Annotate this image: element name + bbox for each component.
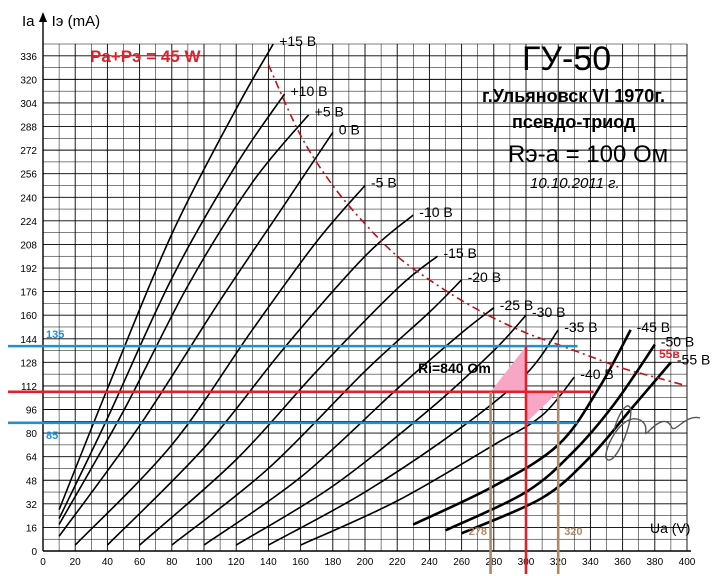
y-tick-label: 144 [20,335,37,346]
y-tick-label: 64 [26,453,38,464]
series-line [300,376,575,546]
y-tick-label: 256 [20,170,37,181]
x-tick-label: 40 [102,557,114,568]
y-tick-label: 304 [20,99,37,110]
series-label: -15 В [443,245,476,261]
horizontal-marker-label: 85 [46,430,58,442]
power-curve [267,64,688,387]
y-tick-label: 176 [20,288,37,299]
y-tick-label: 288 [20,123,37,134]
series-label: -40 В [580,366,613,382]
date-line: 10.10.2011 г. [530,175,620,192]
series-line [58,131,334,537]
ri-triangle-lower [526,391,559,423]
x-tick-label: 260 [453,557,470,568]
x-tick-label: 100 [196,557,213,568]
x-tick-label: 200 [357,557,374,568]
y-tick-label: 272 [20,146,37,157]
x-tick-label: 140 [260,557,277,568]
y-tick-label: 336 [20,52,37,63]
mode-line: псевдо-триод [512,112,636,132]
y-tick-label: 96 [26,406,38,417]
series-label: +10 В [291,83,328,99]
series-label: -50 В [661,334,694,350]
series-label: +5 В [315,104,344,120]
x-tick-label: 380 [646,557,663,568]
series-label: -30 В [532,304,565,320]
x-tick-label: 180 [324,557,341,568]
series-label: -25 В [500,297,533,313]
x-tick-label: 340 [582,557,599,568]
vertical-marker-label: 278 [469,526,487,538]
series-line [74,184,366,546]
series-label: -10 В [419,204,452,220]
y-tick-label: 208 [20,240,37,251]
y-tick-label: 16 [26,523,38,534]
y-tick-label: 112 [21,382,37,393]
x-tick-label: 80 [166,557,178,568]
y-tick-label: 128 [20,358,37,369]
x-tick-label: 60 [134,557,146,568]
grid [42,43,688,552]
y-tick-label: 224 [20,217,37,228]
x-tick-label: 280 [485,557,502,568]
series-line [58,43,274,511]
series-line [203,307,495,546]
series-line [444,343,656,532]
tube-title: ГУ-50 [522,40,611,78]
series-label: -20 В [468,269,501,285]
series-line [106,214,414,546]
series-line [58,93,286,519]
resistance-line: Rэ-а = 100 Ом [508,141,668,168]
series-line [139,255,438,546]
x-tick-label: 160 [292,557,309,568]
y-tick-label: 32 [26,500,38,511]
series-label: 0 В [339,121,360,137]
series-line [461,361,672,535]
x-tick-label: 20 [70,557,82,568]
y-tick-label: 160 [20,311,37,322]
series-line [58,114,310,525]
x-tick-label: 220 [389,557,406,568]
curves [58,43,672,546]
factory-line: г.Ульяновск VI 1970г. [482,86,665,106]
labels: +15 В +10 В +5 В0 В -5 В -10 В -15 В -20 В -25 … [279,33,710,382]
x-tick-label: 360 [614,557,631,568]
x-tick-label: 0 [40,557,46,568]
y-axis-arrow [39,12,47,22]
y-tick-label: 192 [20,264,37,275]
y-tick-label: 0 [31,547,37,558]
horizontal-marker-label: 135 [46,329,64,341]
signature-mark [605,405,701,461]
x-tick-label: 120 [228,557,245,568]
ri-annotation: Ri=840 Om [418,360,491,376]
series-label: -45 В [637,319,670,335]
power-curve-label: 55в [659,347,680,361]
y-tick-label: 48 [26,476,38,487]
vertical-marker-label: 320 [564,526,582,538]
series-line [268,329,559,546]
x-tick-label: 400 [679,557,696,568]
x-axis-label: Ua (V) [650,520,690,536]
y-tick-label: 240 [20,193,37,204]
power-label: Pa+Pэ = 45 W [90,47,201,66]
ri-triangle-upper [490,346,526,392]
y-tick-label: 80 [26,429,38,440]
y-tick-label: 320 [20,75,37,86]
series-label: -5 В [371,174,397,190]
series-label: -55 В [677,351,710,367]
x-tick-label: 240 [421,557,438,568]
y-axis-label: Ia + Iэ (mA) [22,13,100,30]
series-label: +15 В [279,33,316,49]
series-line [171,279,463,546]
series-label: -35 В [564,319,597,335]
